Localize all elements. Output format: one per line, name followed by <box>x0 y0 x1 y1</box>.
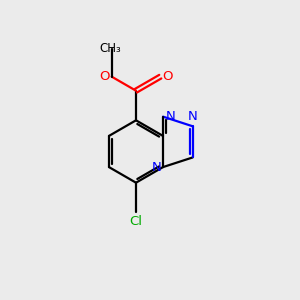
Text: Cl: Cl <box>130 214 142 228</box>
Text: N: N <box>165 110 175 123</box>
Text: O: O <box>99 70 110 83</box>
Text: N: N <box>152 160 161 174</box>
Text: CH₃: CH₃ <box>100 42 122 55</box>
Text: N: N <box>188 110 197 124</box>
Text: O: O <box>162 70 172 83</box>
